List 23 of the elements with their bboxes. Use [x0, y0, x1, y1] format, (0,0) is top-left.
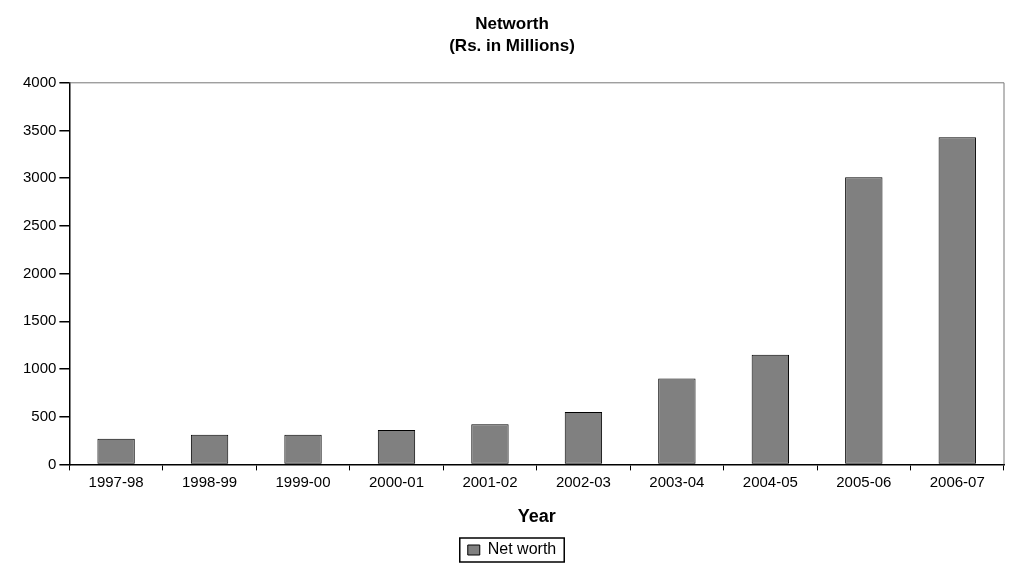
x-tick-label: 2001-02: [462, 472, 518, 490]
y-tick-label: 4000: [22, 72, 57, 90]
y-tick-label: 3000: [22, 168, 57, 186]
chart-subtitle: (Rs. in Millions): [449, 36, 575, 56]
y-tick-label: 1500: [22, 311, 57, 329]
y-tick-label: 2000: [22, 263, 57, 281]
x-tick-label: 1998-99: [182, 472, 238, 490]
x-tick-label: 1999-00: [275, 472, 331, 490]
x-tick-label: 2004-05: [742, 472, 798, 490]
chart-title: Networth: [475, 13, 549, 33]
x-axis-title: Year: [517, 506, 556, 527]
x-tick-label: 2002-03: [555, 472, 611, 490]
x-tick-label: 2003-04: [649, 472, 705, 490]
y-tick-label: 1000: [22, 359, 57, 377]
y-tick-label: 3500: [22, 120, 57, 138]
x-tick-label: 2000-01: [368, 472, 425, 490]
y-tick-label: 0: [48, 454, 57, 472]
y-tick-label: 2500: [22, 216, 57, 234]
x-tick-label: 2005-06: [836, 472, 892, 490]
y-tick-label: 500: [31, 406, 57, 424]
legend-label: Net worth: [487, 540, 557, 558]
x-tick-label: 2006-07: [929, 472, 985, 490]
x-tick-label: 1997-98: [88, 472, 144, 490]
